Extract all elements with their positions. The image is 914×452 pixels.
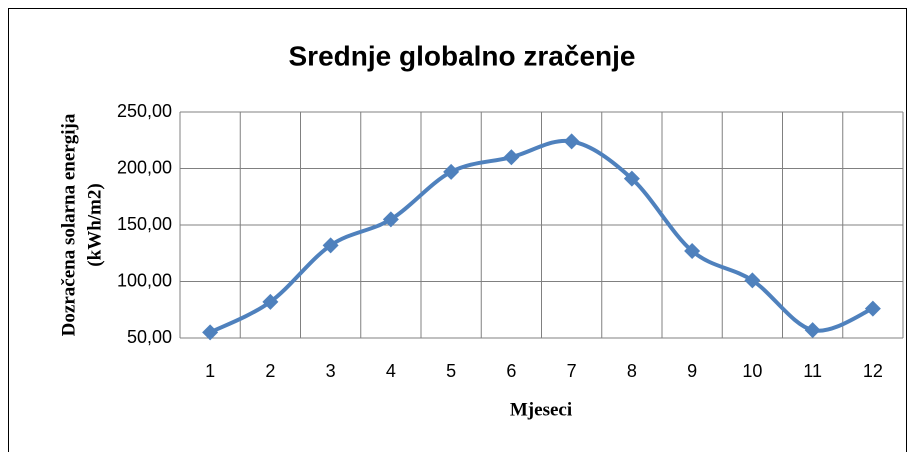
- y-tick-label: 200,00: [117, 157, 172, 177]
- marker: [804, 322, 821, 339]
- y-axis-label: Dozračena solarna energija: [58, 113, 79, 336]
- marker: [322, 237, 339, 254]
- y-tick-label: 50,00: [127, 327, 172, 347]
- y-tick-label: 150,00: [117, 214, 172, 234]
- x-tick-label: 1: [205, 361, 215, 381]
- marker: [262, 293, 279, 310]
- y-tick-label: 100,00: [117, 270, 172, 290]
- marker: [684, 242, 701, 259]
- x-tick-label: 4: [386, 361, 396, 381]
- x-tick-label: 5: [446, 361, 456, 381]
- x-tick-label: 11: [803, 361, 822, 381]
- marker: [202, 324, 219, 341]
- y-axis-label: (kWh/m2): [84, 183, 105, 266]
- x-tick-label: 7: [567, 361, 577, 381]
- marker: [623, 170, 640, 187]
- x-tick-label: 6: [506, 361, 516, 381]
- x-tick-label: 12: [863, 361, 883, 381]
- marker: [503, 149, 520, 166]
- marker: [864, 300, 881, 317]
- x-tick-label: 3: [326, 361, 336, 381]
- x-tick-label: 10: [742, 361, 762, 381]
- chart-title: Srednje globalno zračenje: [289, 40, 636, 71]
- x-tick-label: 8: [627, 361, 637, 381]
- x-tick-label: 9: [687, 361, 697, 381]
- marker: [443, 163, 460, 180]
- marker: [744, 272, 761, 289]
- x-tick-label: 2: [265, 361, 275, 381]
- chart-frame: [8, 8, 907, 452]
- marker: [563, 133, 580, 150]
- line: [209, 138, 874, 335]
- x-axis-label: Mjeseci: [510, 399, 572, 420]
- y-tick-label: 250,00: [117, 101, 172, 121]
- marker: [382, 211, 399, 228]
